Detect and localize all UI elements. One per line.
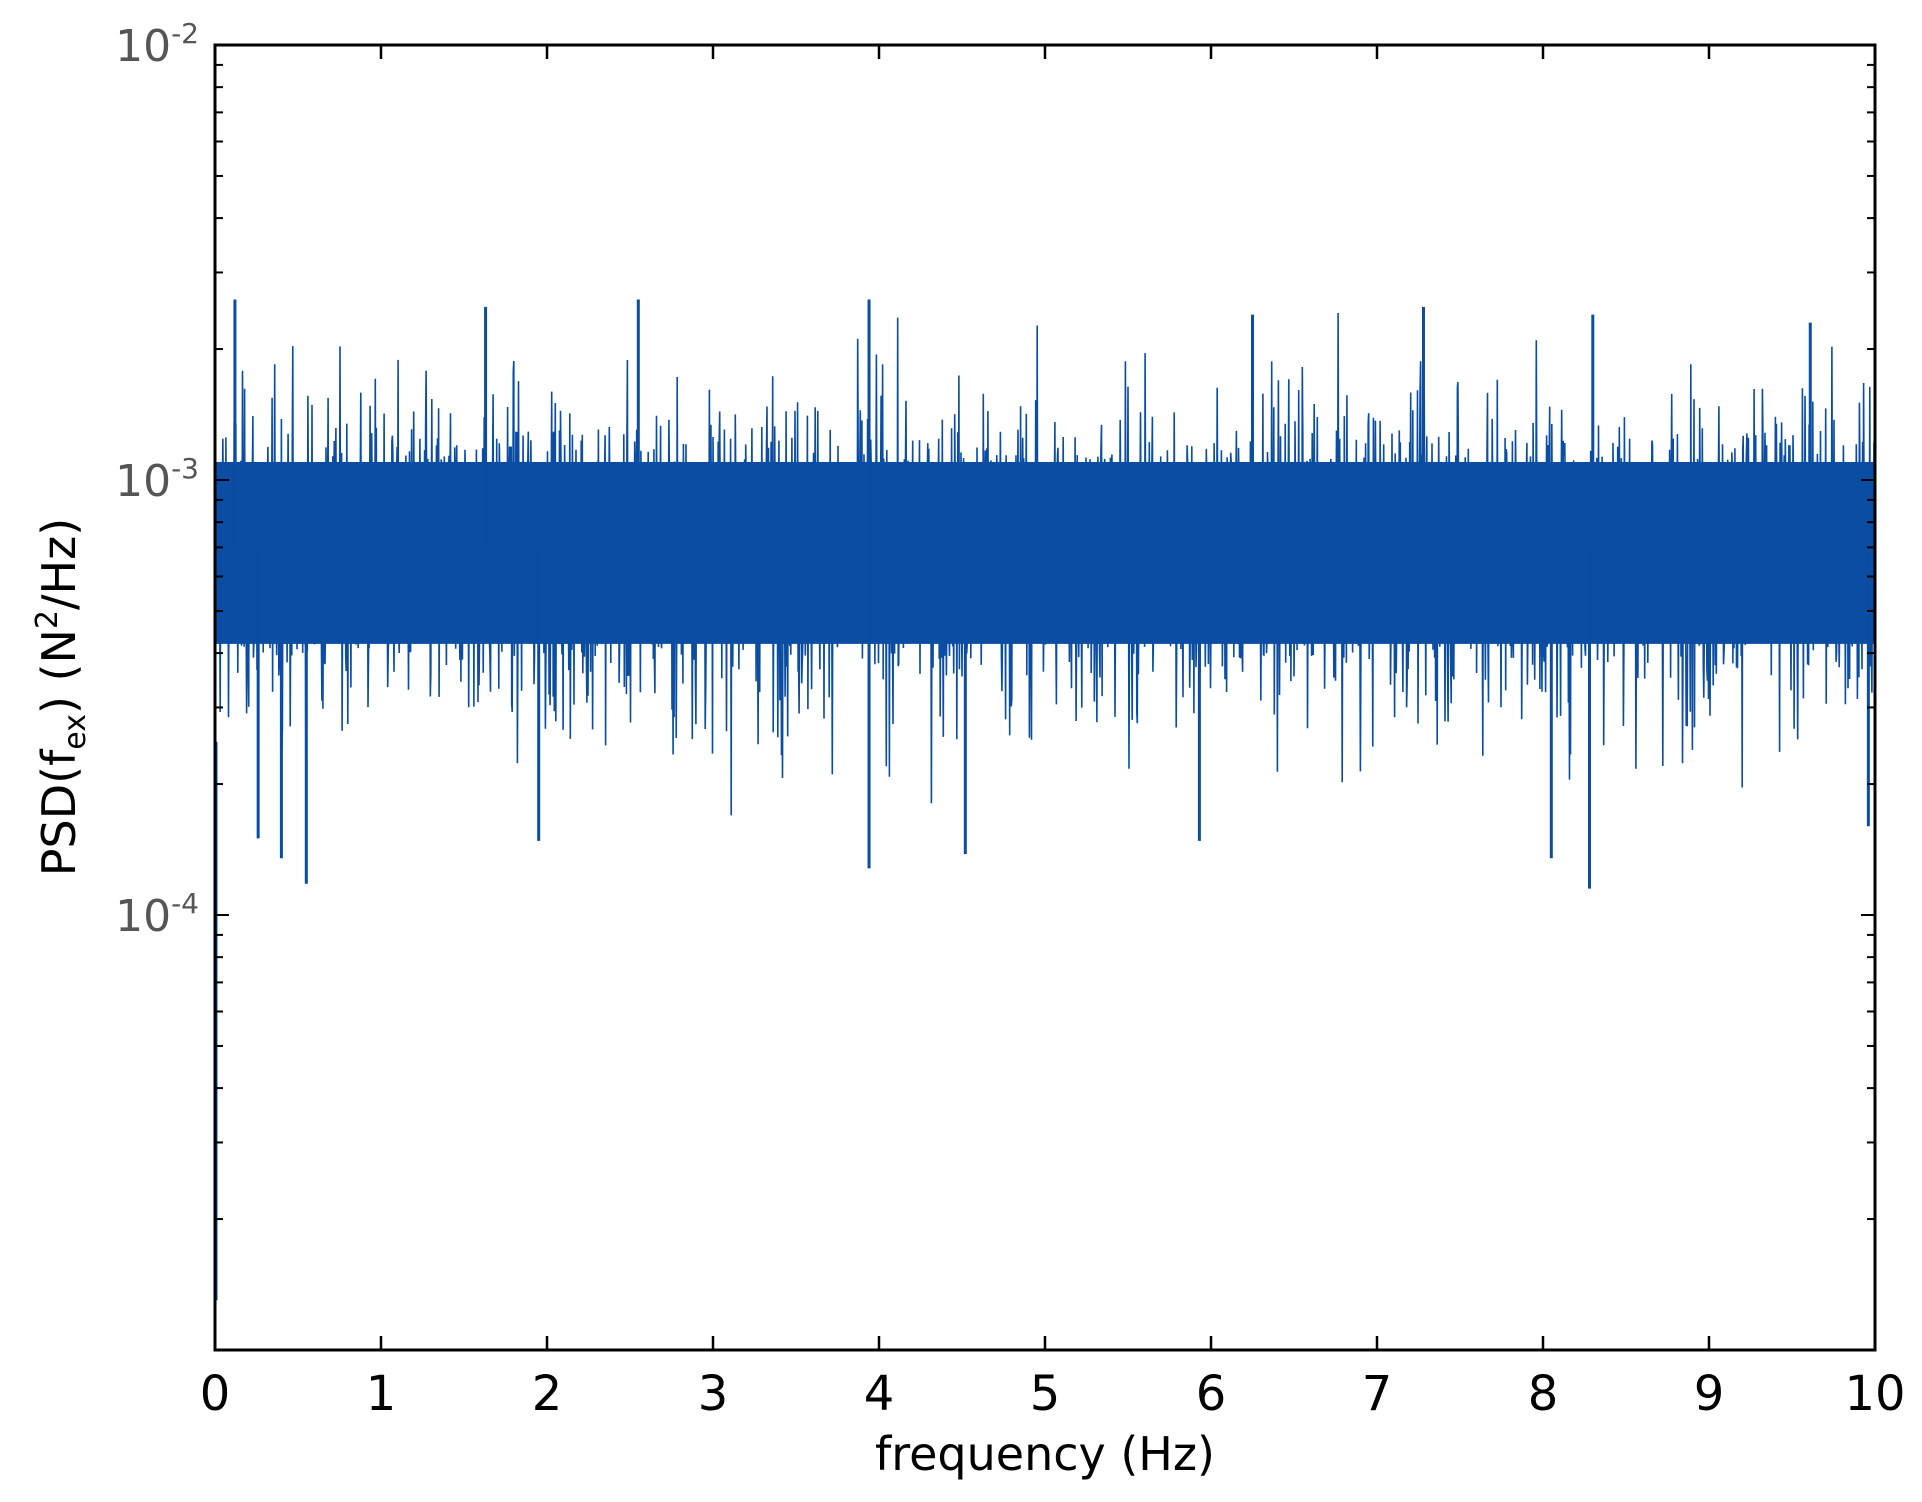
y-tick-label: 10-4 (115, 887, 199, 942)
x-tick-label: 5 (1030, 1366, 1061, 1422)
x-tick-label: 10 (1844, 1366, 1905, 1422)
x-tick-label: 2 (532, 1366, 563, 1422)
psd-band-core (215, 461, 1875, 644)
x-tick-label: 9 (1694, 1366, 1725, 1422)
plot-background (215, 45, 1875, 1350)
y-tick-base: 10 (115, 21, 171, 72)
y-label-prefix: PSD(f (32, 748, 86, 876)
x-tick-label: 1 (366, 1366, 397, 1422)
x-tick-label: 0 (200, 1366, 231, 1422)
y-label-suffix: /Hz) (32, 518, 86, 610)
y-tick-exponent: -4 (171, 887, 199, 920)
y-tick-label: 10-3 (115, 452, 199, 507)
y-tick-exponent: -3 (171, 452, 199, 485)
y-tick-base: 10 (115, 456, 171, 507)
axis-ticks (213, 44, 1877, 1351)
x-tick-labels: 0 1 2 3 4 5 6 7 8 9 10 (200, 1366, 1906, 1422)
x-tick-label: 6 (1196, 1366, 1227, 1422)
y-label-superscript: 2 (30, 610, 65, 629)
y-tick-base: 10 (115, 891, 171, 942)
x-tick-label: 8 (1528, 1366, 1559, 1422)
x-tick-label: 7 (1362, 1366, 1393, 1422)
y-tick-labels: 10-210-310-4 (115, 17, 199, 942)
y-tick-exponent: -2 (171, 17, 199, 50)
x-tick-label: 3 (698, 1366, 729, 1422)
y-tick-label: 10-2 (115, 17, 199, 72)
y-axis-label: PSD(fex) (N2/Hz) (30, 518, 93, 876)
y-label-subscript: ex (58, 714, 93, 750)
x-tick-label: 4 (864, 1366, 895, 1422)
x-axis-label: frequency (Hz) (875, 1427, 1215, 1481)
y-label-middle: ) (N (32, 629, 86, 714)
